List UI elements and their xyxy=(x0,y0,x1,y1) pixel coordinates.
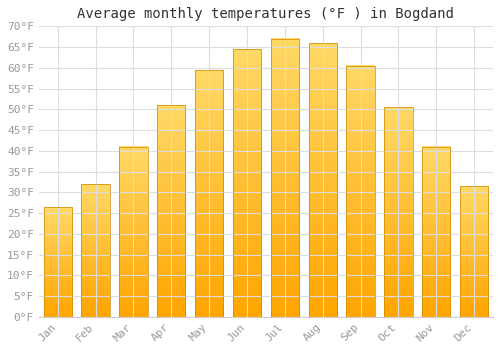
Bar xyxy=(44,207,72,317)
Bar xyxy=(195,70,224,317)
Bar xyxy=(82,184,110,317)
Title: Average monthly temperatures (°F ) in Bogdand: Average monthly temperatures (°F ) in Bo… xyxy=(78,7,454,21)
Bar xyxy=(157,105,186,317)
Bar xyxy=(346,66,375,317)
Bar xyxy=(119,147,148,317)
Bar xyxy=(460,186,488,317)
Bar xyxy=(270,39,299,317)
Bar xyxy=(308,43,337,317)
Bar xyxy=(422,147,450,317)
Bar xyxy=(233,49,261,317)
Bar xyxy=(384,107,412,317)
